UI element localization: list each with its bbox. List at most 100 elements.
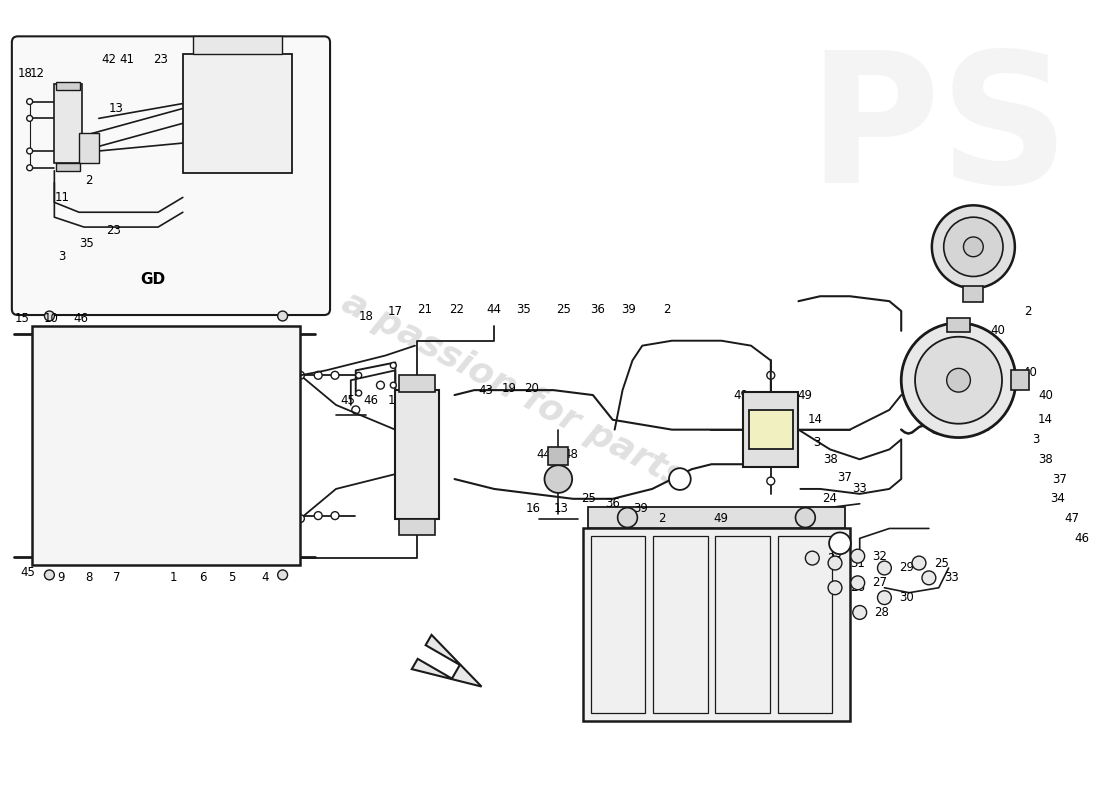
Circle shape [26, 148, 33, 154]
Text: A: A [836, 538, 844, 548]
Text: 12: 12 [30, 67, 45, 80]
Text: 5: 5 [229, 571, 235, 584]
Bar [947, 318, 970, 332]
Circle shape [44, 311, 54, 321]
Text: 15: 15 [14, 313, 30, 326]
Bar [778, 536, 832, 714]
Circle shape [26, 165, 33, 170]
Bar [964, 286, 983, 302]
Text: 42: 42 [101, 53, 117, 66]
Circle shape [315, 512, 322, 519]
Circle shape [44, 570, 54, 580]
Text: 10: 10 [44, 313, 58, 326]
Text: 26: 26 [850, 582, 865, 594]
Bar [583, 529, 850, 721]
Circle shape [297, 514, 305, 522]
Text: 33: 33 [944, 571, 958, 584]
Circle shape [828, 581, 842, 594]
Text: PS: PS [807, 45, 1070, 221]
Text: 1: 1 [169, 571, 177, 584]
Text: 2: 2 [658, 512, 666, 525]
Text: 41: 41 [119, 53, 134, 66]
Text: 48: 48 [563, 448, 579, 461]
Text: 3: 3 [814, 436, 821, 449]
Text: 14: 14 [807, 414, 823, 426]
Text: 20: 20 [525, 382, 539, 394]
Circle shape [297, 371, 305, 379]
Text: 3: 3 [58, 250, 66, 263]
Text: 37: 37 [1052, 473, 1067, 486]
Bar [549, 447, 569, 466]
Circle shape [964, 237, 983, 257]
Text: 2: 2 [1024, 305, 1032, 318]
Text: 14: 14 [1038, 414, 1053, 426]
Circle shape [26, 98, 33, 105]
Bar [399, 518, 435, 535]
Text: 49: 49 [734, 389, 749, 402]
Bar [192, 36, 282, 54]
Text: 25: 25 [582, 492, 596, 506]
Circle shape [947, 368, 970, 392]
Text: 27: 27 [872, 576, 888, 590]
Circle shape [617, 508, 637, 527]
Circle shape [767, 477, 774, 485]
Text: 11: 11 [388, 394, 403, 406]
Text: 29: 29 [899, 562, 914, 574]
Text: 12: 12 [393, 398, 408, 411]
Circle shape [922, 571, 936, 585]
Bar [395, 390, 439, 518]
Text: 25: 25 [556, 302, 571, 315]
Text: 4: 4 [261, 571, 268, 584]
Text: 16: 16 [526, 502, 541, 515]
Circle shape [805, 551, 820, 565]
Bar [54, 84, 82, 163]
Text: 49: 49 [714, 512, 729, 525]
Circle shape [795, 508, 815, 527]
Bar [56, 163, 80, 170]
Polygon shape [411, 635, 482, 686]
Circle shape [376, 382, 384, 389]
Text: 33: 33 [852, 482, 867, 495]
Text: 18: 18 [359, 310, 373, 322]
Text: 40: 40 [1022, 366, 1037, 379]
Text: a passion for parts: a passion for parts [337, 285, 691, 495]
Text: 38: 38 [823, 453, 837, 466]
Text: 8: 8 [85, 571, 92, 584]
Circle shape [331, 371, 339, 379]
Text: 44: 44 [486, 302, 502, 315]
Text: 36: 36 [605, 498, 620, 510]
Text: 44: 44 [536, 448, 551, 461]
Text: 7: 7 [113, 571, 120, 584]
Text: 40: 40 [991, 324, 1005, 338]
Text: 6: 6 [199, 571, 207, 584]
Text: 36: 36 [591, 302, 605, 315]
Circle shape [669, 468, 691, 490]
Bar [79, 133, 99, 163]
Bar [32, 326, 300, 565]
Text: 32: 32 [872, 550, 888, 562]
Text: 35: 35 [516, 302, 531, 315]
Text: 24: 24 [823, 492, 837, 506]
Circle shape [912, 556, 926, 570]
Bar [588, 506, 845, 529]
Text: 2: 2 [85, 174, 92, 187]
Circle shape [878, 590, 891, 605]
Text: 25: 25 [934, 557, 948, 570]
Circle shape [850, 550, 865, 563]
Text: 30: 30 [899, 591, 914, 604]
Circle shape [829, 533, 850, 554]
Text: 40: 40 [1038, 389, 1053, 402]
Circle shape [828, 556, 842, 570]
Text: 28: 28 [874, 606, 890, 619]
Text: 45: 45 [340, 394, 355, 406]
Text: 22: 22 [449, 302, 464, 315]
Text: 47: 47 [1065, 512, 1080, 525]
Circle shape [352, 406, 360, 414]
Text: 19: 19 [502, 382, 516, 394]
Bar [744, 392, 799, 467]
Text: 37: 37 [837, 470, 852, 483]
Text: 18: 18 [18, 67, 32, 80]
Text: 11: 11 [55, 191, 69, 204]
Text: 45: 45 [20, 566, 35, 579]
Circle shape [26, 115, 33, 122]
